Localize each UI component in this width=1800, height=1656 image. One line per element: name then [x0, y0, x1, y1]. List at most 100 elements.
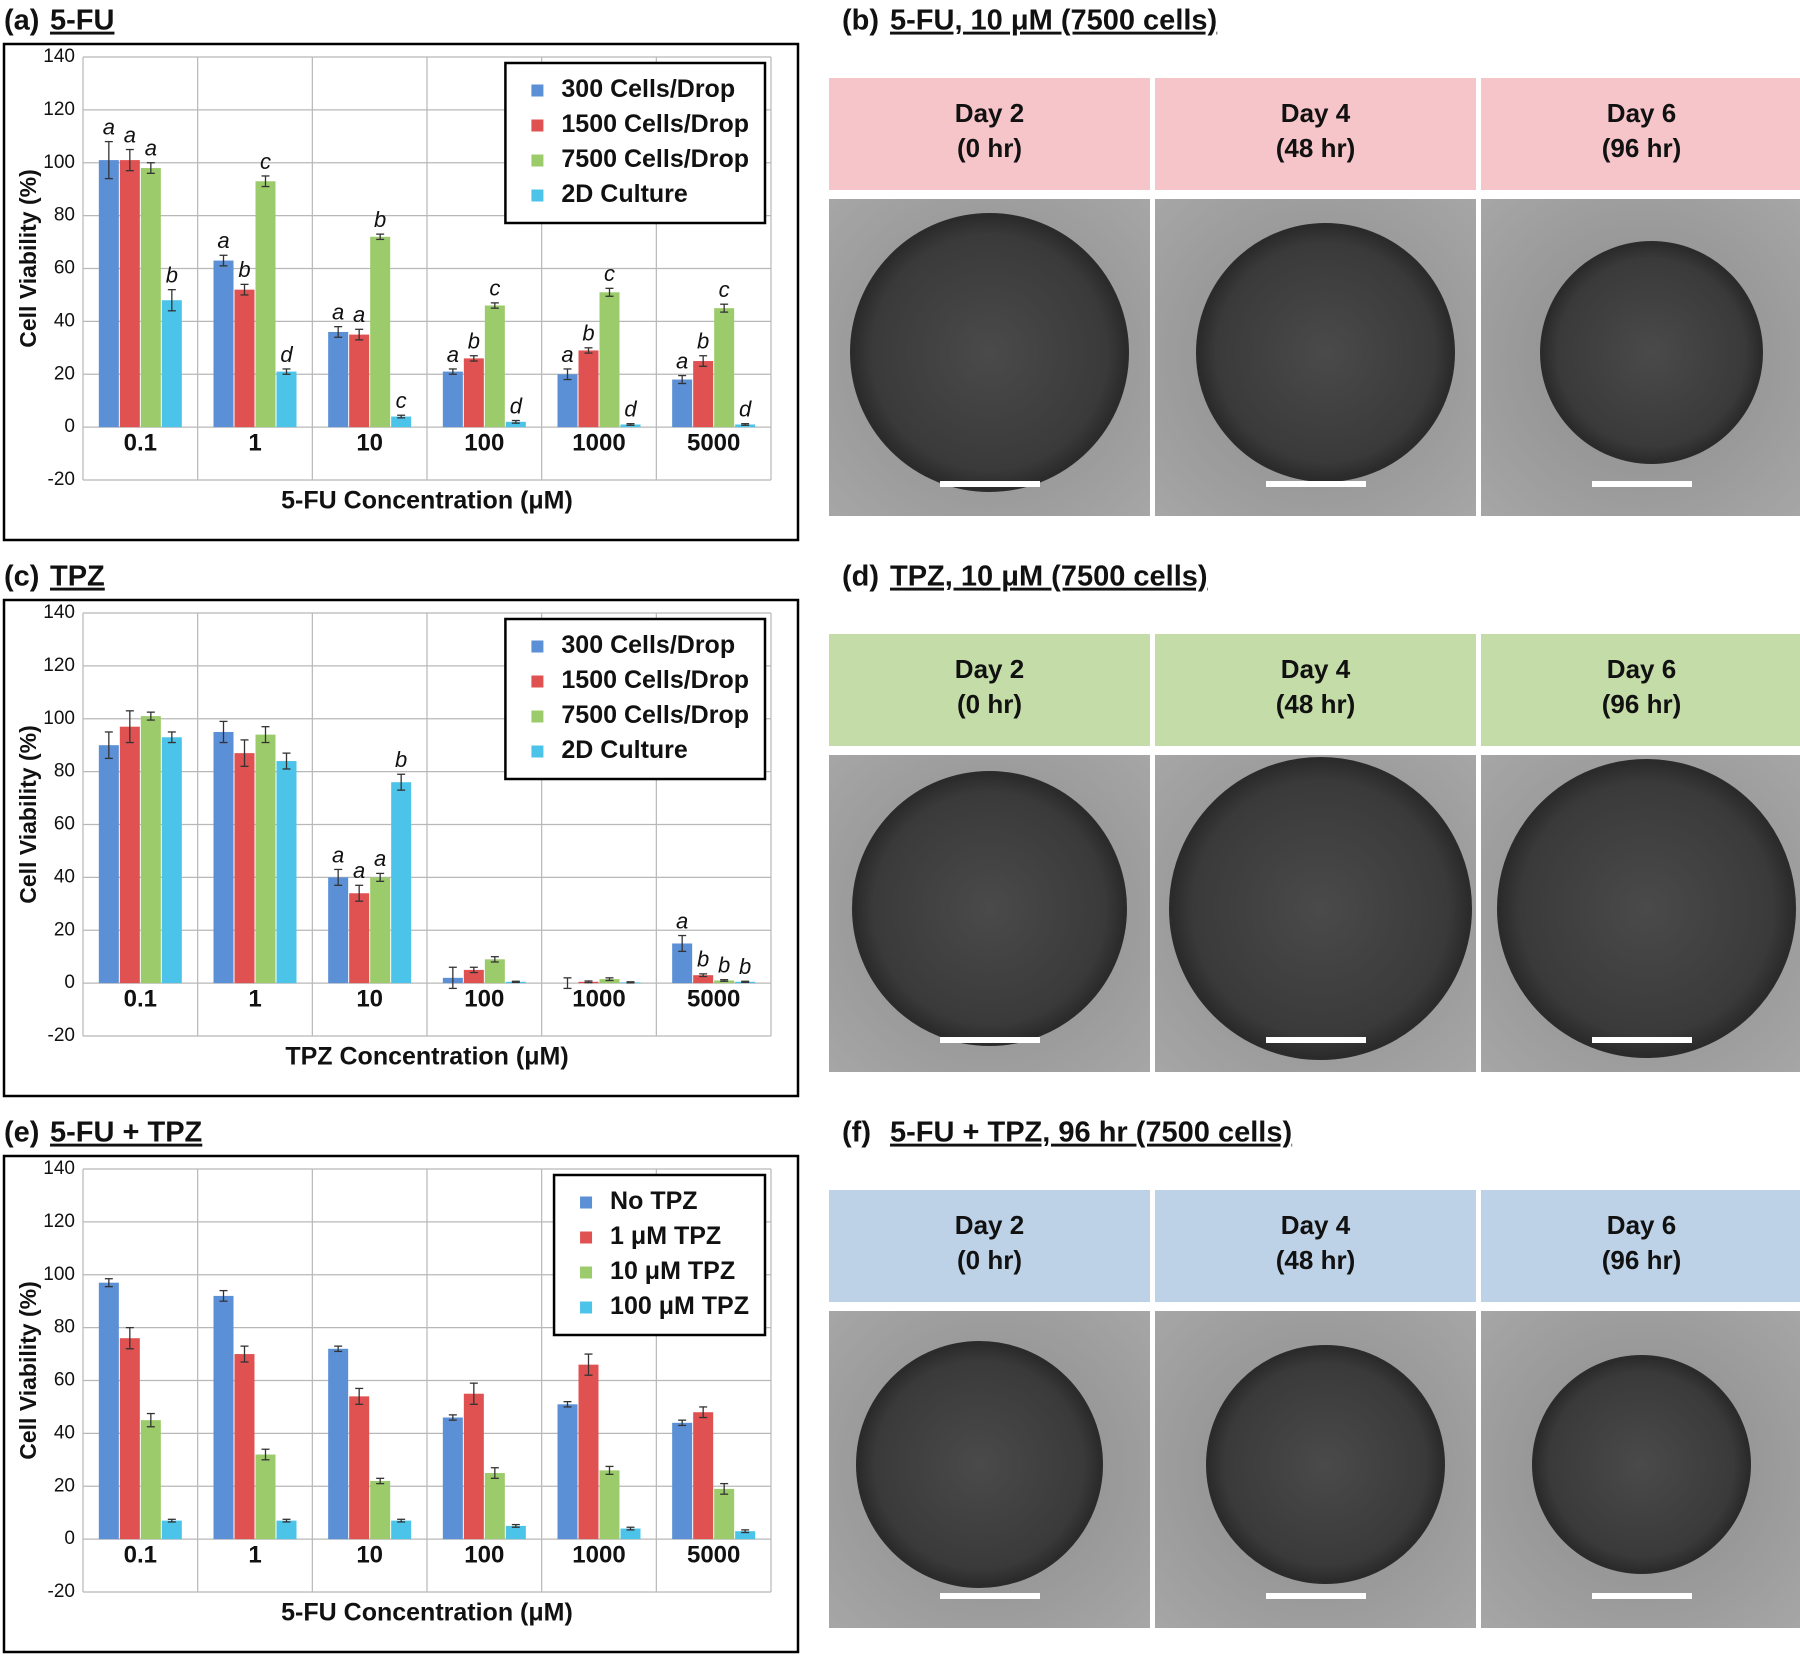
error-bar — [563, 977, 572, 990]
significance-letter: a — [332, 299, 344, 324]
significance-letter: b — [374, 207, 386, 232]
error-bar — [563, 1401, 572, 1408]
error-bar — [167, 731, 176, 744]
error-bar — [469, 1382, 478, 1405]
legend-swatch — [531, 640, 544, 653]
legend-box — [504, 617, 767, 781]
error-bar — [376, 233, 385, 241]
legend-label: 10 μM TPZ — [610, 1257, 735, 1285]
y-tick-label: 120 — [43, 655, 75, 676]
y-tick-label: 20 — [54, 919, 75, 940]
y-tick-label: 80 — [54, 1317, 75, 1338]
panel-label: (d) — [842, 561, 879, 593]
chart-title: TPZ — [50, 561, 105, 593]
y-tick-label: 0 — [64, 972, 75, 993]
bar — [213, 1295, 234, 1540]
panel-label: (f) — [842, 1117, 871, 1149]
bar — [255, 734, 276, 984]
y-axis-title: Cell Viability (%) — [15, 1281, 41, 1460]
error-bar — [511, 1523, 520, 1528]
error-bar — [240, 283, 249, 296]
error-bar — [261, 726, 270, 744]
legend-swatch — [531, 710, 544, 723]
bar — [328, 1348, 349, 1540]
bar — [672, 1422, 693, 1540]
y-tick-label: -20 — [48, 469, 75, 490]
significance-letter: b — [468, 329, 480, 354]
x-tick-label: 5000 — [687, 1541, 740, 1568]
significance-letter: a — [332, 842, 344, 867]
spheroid — [1497, 759, 1796, 1058]
legend-swatch — [531, 119, 544, 132]
significance-letter: a — [217, 228, 229, 253]
error-bar — [605, 977, 614, 982]
error-bar — [334, 326, 343, 338]
bar — [276, 371, 297, 428]
legend-label: 2D Culture — [561, 736, 688, 764]
error-bar — [355, 328, 364, 341]
x-axis-title: 5-FU Concentration (μM) — [281, 487, 573, 515]
legend-label: 300 Cells/Drop — [561, 631, 735, 659]
legend-swatch — [531, 675, 544, 688]
error-bar — [699, 973, 708, 978]
significance-letter: c — [604, 261, 615, 286]
header-time: (0 hr) — [957, 689, 1022, 719]
header-time: (48 hr) — [1276, 1245, 1355, 1275]
header-day: Day 6 — [1607, 1210, 1676, 1240]
bar — [234, 1354, 255, 1540]
error-bar — [125, 148, 134, 172]
bar — [578, 1364, 599, 1540]
legend-label: 1 μM TPZ — [610, 1222, 721, 1250]
chart-frame — [2, 598, 800, 1098]
header-day: Day 2 — [955, 98, 1024, 128]
panel-title: 5-FU + TPZ, 96 hr (7500 cells) — [890, 1117, 1292, 1149]
bar — [714, 1488, 735, 1540]
error-bar — [584, 980, 593, 984]
x-axis-title: 5-FU Concentration (μM) — [281, 1599, 573, 1627]
legend-label: 7500 Cells/Drop — [561, 701, 749, 729]
error-bar — [219, 254, 228, 267]
error-bar — [490, 956, 499, 963]
bar — [484, 959, 505, 984]
significance-letter: b — [582, 321, 594, 346]
error-bar — [469, 355, 478, 362]
error-bar — [490, 1467, 499, 1479]
bar — [463, 969, 484, 984]
error-bar — [282, 752, 291, 770]
legend-box — [504, 61, 767, 225]
x-tick-label: 10 — [356, 429, 383, 456]
y-tick-label: 40 — [54, 1422, 75, 1443]
header-time: (96 hr) — [1602, 133, 1681, 163]
error-bar — [397, 1518, 406, 1523]
error-bar — [584, 347, 593, 354]
bar — [620, 1528, 641, 1540]
error-bar — [261, 175, 270, 188]
significance-letter: a — [145, 136, 157, 161]
header-day: Day 4 — [1281, 654, 1351, 684]
spheroid — [1206, 1345, 1445, 1584]
y-tick-label: 100 — [43, 152, 75, 173]
bar — [140, 716, 161, 984]
x-tick-label: 1 — [248, 429, 261, 456]
significance-letter: a — [676, 348, 688, 373]
x-tick-label: 0.1 — [124, 985, 157, 1012]
y-tick-label: 80 — [54, 761, 75, 782]
legend-label: 300 Cells/Drop — [561, 75, 735, 103]
significance-letter: b — [697, 947, 709, 972]
y-axis-title: Cell Viability (%) — [15, 725, 41, 904]
y-tick-label: 20 — [54, 363, 75, 384]
y-tick-label: 140 — [43, 602, 75, 623]
significance-letter: c — [396, 388, 407, 413]
error-bar — [104, 731, 113, 760]
significance-letter: d — [739, 397, 752, 422]
bar — [349, 334, 370, 428]
bar — [370, 236, 391, 428]
header-day: Day 6 — [1607, 654, 1676, 684]
x-tick-label: 100 — [464, 429, 504, 456]
error-bar — [741, 423, 750, 426]
legend: No TPZ 1 μM TPZ 10 μM TPZ 100 μM TPZ — [552, 1173, 767, 1337]
y-axis-title: Cell Viability (%) — [15, 169, 41, 348]
legend-label: 2D Culture — [561, 180, 688, 208]
error-bar — [397, 414, 406, 419]
error-bar — [720, 1482, 729, 1495]
